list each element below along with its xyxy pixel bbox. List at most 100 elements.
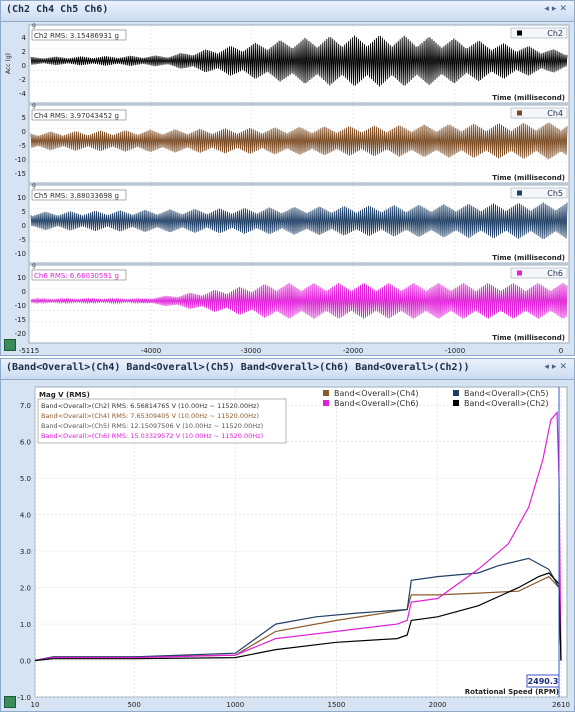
x-tick-label: 2610 (552, 701, 570, 709)
y-tick-label: 4 (22, 34, 27, 42)
panel-corner-button[interactable] (4, 696, 16, 708)
y-tick-label: 5 (22, 208, 26, 216)
y-tick-label: -15 (15, 170, 26, 178)
rms-annotation-box (37, 398, 287, 444)
scroll-right-icon[interactable]: ▸ (551, 362, 560, 372)
close-icon[interactable]: ✕ (559, 362, 570, 372)
legend-label: Ch4 (547, 109, 563, 118)
y-axis-label: Acc (g) (5, 53, 12, 74)
legend-entry: Band<Overall>(Ch5) (464, 389, 549, 398)
channel-strip-ch4[interactable]: 5 0 -5 -10 -15 Ch4 RMS: 3.97043452 g Ch4 g Time … (15, 102, 570, 184)
channel-strip-ch2[interactable]: 4 2 0 -2 -4 Ch2 RMS: 3.15486931 g Ch2 g Time (mi… (5, 22, 570, 104)
y-tick-label: 0 (22, 62, 26, 70)
y-tick-label: 3.0 (20, 548, 31, 556)
scroll-right-icon[interactable]: ▸ (551, 4, 560, 14)
waveform-trace (30, 35, 568, 87)
y-tick-label: -2 (19, 76, 26, 84)
y-tick-label: -5 (19, 236, 26, 244)
waveform-trace (30, 282, 568, 319)
y-tick-label: 0 (22, 222, 26, 230)
y-tick-label: 2.0 (20, 585, 31, 593)
unit-label: g (32, 262, 36, 269)
band-overall-panel: (Band<Overall>(Ch4) Band<Overall>(Ch5) B… (0, 358, 575, 712)
x-tick-label: 1000 (226, 701, 244, 709)
rms-label: Ch6 RMS: 6.66030591 g (34, 272, 119, 280)
y-tick-label: -10 (15, 302, 26, 310)
y-tick-label: 4.0 (20, 512, 31, 520)
legend-entry: Band<Overall>(Ch4) (334, 389, 419, 398)
x-axis-label: Rotational Speed (RPM) (465, 688, 559, 696)
series-line-band-overall--ch5- (34, 557, 562, 662)
x-axis-label: Time (millisecond) (492, 174, 565, 182)
panel-window-buttons[interactable]: ◂▸✕ (544, 362, 570, 372)
rms-label: Ch4 RMS: 3.97043452 g (34, 112, 119, 120)
series-line-band-overall--ch6- (34, 410, 562, 662)
channel-strip-ch5[interactable]: 10 5 0 -5 -10 Ch5 RMS: 3.88033698 g Ch5 g Time (… (15, 182, 570, 264)
x-axis-label: Time (millisecond) (492, 254, 565, 262)
x-tick-label: 500 (127, 701, 140, 709)
series-line-band-overall--ch2- (34, 572, 562, 662)
x-axis-label: Time (millisecond) (492, 334, 565, 342)
y-tick-label: -10 (15, 250, 26, 258)
waveform-trace (30, 202, 568, 240)
x-tick-label: 2000 (429, 701, 447, 709)
y-tick-label: 0.0 (20, 658, 31, 666)
rms-label: Ch5 RMS: 3.88033698 g (34, 192, 119, 200)
channel-legend[interactable] (510, 27, 568, 39)
x-tick-label: -1000 (445, 347, 465, 355)
y-tick-label: 10 (17, 194, 26, 202)
rms-annotation-line: Band<Overall>(Ch2) RMS: 6.56814765 V (10… (41, 402, 259, 410)
unit-label: g (32, 22, 36, 29)
y-tick-label: 5.0 (20, 475, 31, 483)
channel-legend[interactable] (510, 267, 568, 279)
legend-swatch (323, 400, 329, 406)
x-tick-label: 0 (559, 347, 563, 355)
panel-title: (Band<Overall>(Ch4) Band<Overall>(Ch5) B… (6, 362, 470, 373)
scroll-left-icon[interactable]: ◂ (544, 4, 552, 14)
legend-entry: Band<Overall>(Ch6) (334, 399, 419, 408)
waveform-trace (30, 122, 568, 160)
panel-corner-button[interactable] (4, 339, 16, 351)
band-overall-chart[interactable]: -1.0 0.0 1.0 2.0 3.0 4.0 5.0 6.0 7.0 10 500 1000 150… (1, 379, 574, 711)
channel-strip-ch6[interactable]: 10 0 -10 -15 -20 Ch6 RMS: 6.66030591 g Ch6 g Tim… (15, 262, 570, 344)
y-axis-label: Mag V (RMS) (39, 391, 90, 399)
panel-window-buttons[interactable]: ◂▸✕ (544, 4, 570, 14)
x-tick-label: -4000 (141, 347, 161, 355)
cursor-readout-box[interactable] (526, 674, 560, 688)
y-tick-label: -10 (15, 156, 26, 164)
x-axis-label: Time (millisecond) (492, 94, 565, 102)
y-tick-label: -20 (15, 330, 26, 338)
x-tick-label: 10 (31, 701, 40, 709)
y-tick-label: 0 (22, 128, 26, 136)
x-tick-label: 1500 (328, 701, 346, 709)
rms-label-box (31, 269, 127, 281)
y-tick-label: 2 (22, 48, 26, 56)
y-tick-label: 7.0 (20, 402, 31, 410)
close-icon[interactable]: ✕ (559, 4, 570, 14)
rms-annotation-line: Band<Overall>(Ch5) RMS: 12.15097506 V (1… (41, 422, 263, 430)
y-tick-label: -5 (19, 142, 26, 150)
y-tick-label: -1.0 (17, 694, 31, 702)
channel-legend[interactable] (510, 187, 568, 199)
y-tick-label: 6.0 (20, 439, 31, 447)
y-tick-label: -4 (19, 90, 27, 98)
x-tick-label: -3000 (241, 347, 261, 355)
y-tick-label: 0 (22, 288, 26, 296)
legend-label: Ch2 (547, 29, 563, 38)
panel-header: (Band<Overall>(Ch4) Band<Overall>(Ch5) B… (1, 359, 574, 380)
y-tick-label: -15 (15, 316, 26, 324)
y-tick-label: 5 (22, 114, 26, 122)
rms-label-box (31, 109, 127, 121)
x-tick-label: -2000 (343, 347, 363, 355)
legend-entry: Band<Overall>(Ch2) (464, 399, 549, 408)
channel-legend[interactable] (510, 107, 568, 119)
legend-swatch (517, 190, 522, 196)
panel-title: (Ch2 Ch4 Ch5 Ch6) (6, 4, 109, 15)
legend-swatch (323, 390, 329, 396)
waveform-plots[interactable]: 4 2 0 -2 -4 Ch2 RMS: 3.15486931 g Ch2 g Time (mi… (1, 21, 574, 355)
y-tick-label: 1.0 (20, 621, 31, 629)
time-waveform-panel: (Ch2 Ch4 Ch5 Ch6) ◂▸✕ 4 2 0 -2 -4 Ch2 RMS: 3.… (0, 0, 575, 356)
legend-swatch (517, 270, 522, 276)
unit-label: g (32, 102, 36, 109)
scroll-left-icon[interactable]: ◂ (544, 362, 552, 372)
